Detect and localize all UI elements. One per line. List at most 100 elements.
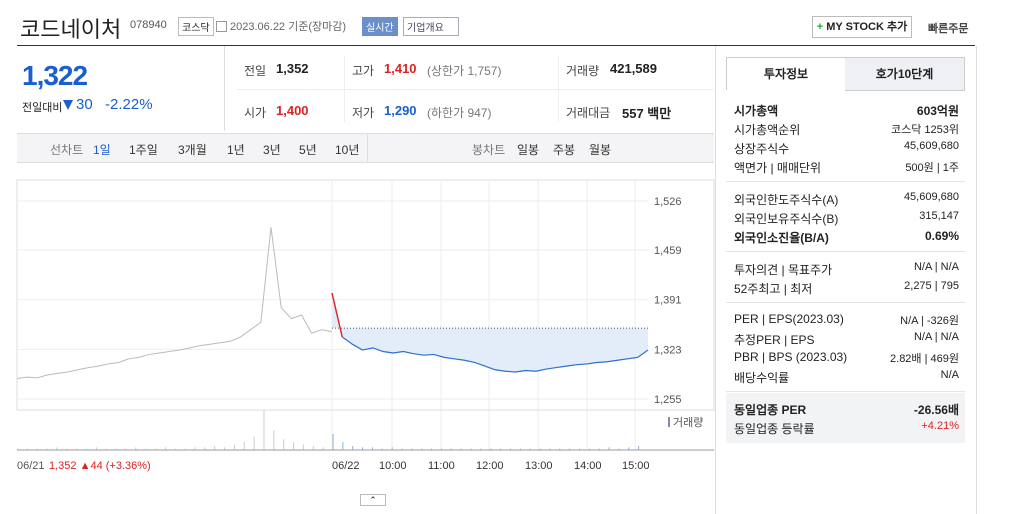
volume-bar [529, 448, 531, 450]
candle-chart-label: 봉차트 [472, 143, 506, 157]
row-label: 액면가 | 매매단위 [734, 161, 822, 175]
volume-bar [233, 444, 235, 450]
row-value: N/A | N/A [913, 261, 959, 273]
volume-bar [95, 447, 97, 450]
info-row: 배당수익률 N/A [734, 369, 959, 388]
row-value: 45,609,680 [903, 140, 959, 152]
x-tick-label: 13:00 [525, 460, 553, 472]
row-value: 603억원 [916, 104, 959, 118]
realtime-badge[interactable]: 실시간 [362, 17, 398, 36]
y-tick-label: 1,459 [654, 245, 682, 257]
row-label: 시가총액순위 [734, 123, 801, 137]
candle-tab[interactable]: 월봉 [589, 143, 612, 157]
divider [726, 251, 965, 252]
volume-bar [66, 448, 68, 450]
row-value: 0.69% [924, 229, 959, 243]
volume-bar [391, 447, 393, 450]
summary-label: 전일 [244, 64, 267, 78]
row-label: PER | EPS(2023.03) [734, 312, 844, 326]
open-tick [331, 292, 343, 338]
info-row: 52주최고 | 최저 2,275 | 795 [734, 280, 959, 299]
legend-swatch [668, 417, 670, 427]
candle-tab[interactable]: 일봉 [517, 143, 540, 157]
current-price: 1,322 [22, 60, 88, 91]
volume-bar [618, 448, 620, 450]
volume-bar [411, 448, 413, 450]
volume-bar [578, 448, 580, 450]
volume-bar [519, 448, 521, 450]
group-bg [726, 393, 965, 443]
divider [236, 89, 714, 90]
info-row: 투자의견 | 목표주가 N/A | N/A [734, 261, 959, 280]
change: 30 [76, 96, 93, 113]
info-row: 외국인보유주식수(B) 315,147 [734, 210, 959, 229]
row-value: 2.82배 | 469원 [890, 353, 959, 365]
volume-bar [125, 448, 127, 450]
collapse-button[interactable]: ⌃ [360, 494, 386, 506]
period-tab[interactable]: 5년 [299, 143, 317, 157]
divider [367, 134, 368, 162]
y-tick-label: 1,526 [654, 196, 682, 208]
x-tick-label: 06/21 [17, 460, 45, 472]
volume-bar [263, 410, 265, 450]
quick-order[interactable]: 빠른주문 [928, 23, 969, 35]
volume-bar [490, 448, 492, 450]
row-label: 외국인보유주식수(B) [734, 212, 839, 226]
period-tab[interactable]: 10년 [335, 143, 360, 157]
row-label: 외국인소진율(B/A) [734, 231, 829, 245]
x-tick-label: 14:00 [574, 460, 602, 472]
divider [224, 46, 225, 131]
volume-bar [155, 448, 157, 450]
period-tab[interactable]: 3년 [263, 143, 281, 157]
line-chart-label: 선차트 [50, 143, 84, 157]
row-label: 추정PER | EPS [734, 333, 815, 347]
volume-bar [273, 430, 275, 450]
x-tick-label: 11:00 [428, 460, 455, 472]
x-tick-label: 10:00 [379, 460, 407, 472]
volume-bar [312, 446, 314, 450]
title: 코드네이처 [20, 17, 122, 42]
volume-bar [105, 448, 107, 450]
volume-bar [26, 448, 28, 450]
row-value: N/A | -326원 [900, 315, 959, 327]
panel-tab[interactable]: 투자정보 [726, 57, 846, 90]
period-tab[interactable]: 3개월 [178, 143, 207, 157]
candle-tab[interactable]: 주봉 [553, 143, 576, 157]
mystock-button[interactable]: + MY STOCK 추가 [812, 16, 912, 38]
info-row: 상장주식수 45,609,680 [734, 140, 959, 159]
volume-bar [460, 448, 462, 450]
row-label: 투자의견 | 목표주가 [734, 263, 833, 277]
info-row: 동일업종 PER -26.56배 [734, 401, 959, 420]
row-value: 45,609,680 [903, 191, 959, 203]
volume-bar [401, 448, 403, 450]
volume-bar [608, 447, 610, 450]
volume-bar [135, 447, 137, 450]
market-badge: 코스닥 [178, 17, 214, 36]
volume-bar [36, 448, 38, 450]
row-label: 동일업종 등락률 [734, 422, 815, 436]
period-tab[interactable]: 1일 [93, 143, 111, 157]
panel-tab[interactable]: 호가10단계 [845, 57, 965, 91]
company-info[interactable]: 기업개요 [403, 17, 459, 36]
mystock-label: MY STOCK 추가 [826, 21, 908, 33]
volume-bar [509, 448, 511, 450]
y-tick-label: 1,323 [654, 344, 682, 356]
row-label: 52주최고 | 최저 [734, 282, 813, 296]
volume-bar [145, 448, 147, 450]
info-row: PER | EPS(2023.03) N/A | -326원 [734, 312, 959, 331]
date: 2023.06.22 기준(장마감) [230, 21, 347, 33]
period-tab[interactable]: 1년 [227, 143, 245, 157]
volume-bar [253, 436, 255, 450]
volume-bar [549, 448, 551, 450]
y-tick-label: 1,391 [654, 295, 682, 307]
period-tab[interactable]: 1주일 [129, 143, 158, 157]
volume-bar [184, 448, 186, 450]
row-value: +4.21% [921, 420, 959, 432]
row-label: 배당수익률 [734, 371, 790, 385]
volume-bar [440, 448, 442, 450]
volume-bar [76, 448, 78, 450]
volume-bar [470, 448, 472, 450]
volume-bar [559, 448, 561, 450]
prev-info: 1,352 ▲44 (+3.36%) [49, 460, 151, 472]
